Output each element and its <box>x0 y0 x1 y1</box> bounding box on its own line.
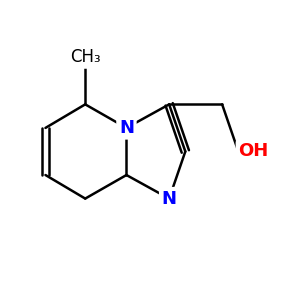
Text: N: N <box>162 190 177 208</box>
Text: N: N <box>119 119 134 137</box>
Text: CH₃: CH₃ <box>70 48 100 66</box>
Text: OH: OH <box>238 142 268 160</box>
